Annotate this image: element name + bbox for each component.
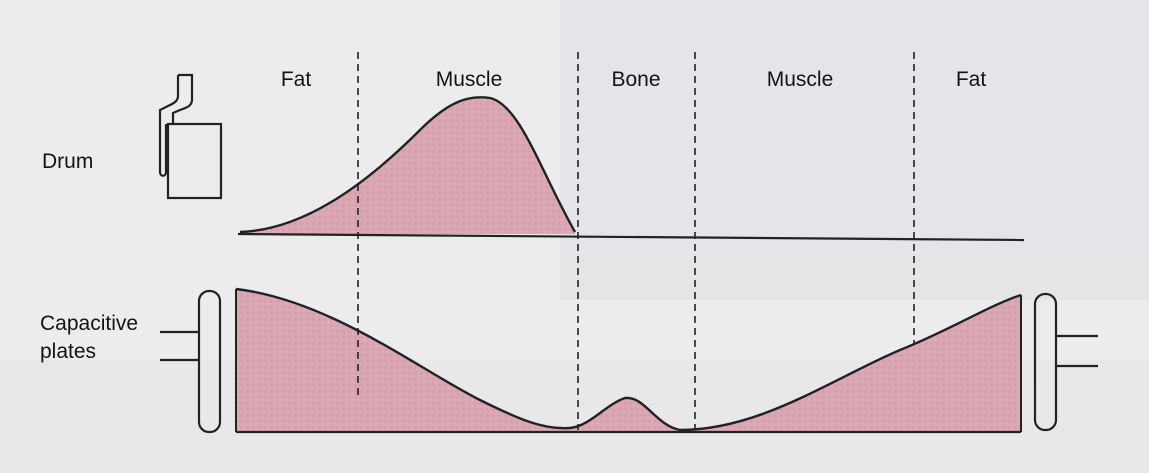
capacitive-label-line1: Capacitive bbox=[40, 312, 138, 335]
drum-electrode-icon bbox=[158, 73, 223, 200]
capacitive-heating-area bbox=[236, 289, 1021, 432]
region-label-fat-left: Fat bbox=[281, 68, 312, 91]
region-label-muscle-right: Muscle bbox=[767, 68, 834, 91]
tissue-boundaries bbox=[357, 52, 915, 430]
region-label-muscle-left: Muscle bbox=[436, 68, 503, 91]
drum-label: Drum bbox=[42, 150, 93, 173]
capacitive-heating-curve bbox=[235, 287, 1022, 432]
drum-heating-curve bbox=[239, 96, 577, 234]
capacitive-plate-right-icon bbox=[1033, 292, 1098, 432]
drum-heating-area bbox=[240, 97, 575, 234]
capacitive-plate-left-icon bbox=[160, 289, 222, 434]
region-label-bone: Bone bbox=[611, 68, 660, 91]
capacitive-label-line2: plates bbox=[40, 340, 96, 363]
region-label-fat-right: Fat bbox=[956, 68, 987, 91]
drum-baseline bbox=[237, 232, 1025, 242]
